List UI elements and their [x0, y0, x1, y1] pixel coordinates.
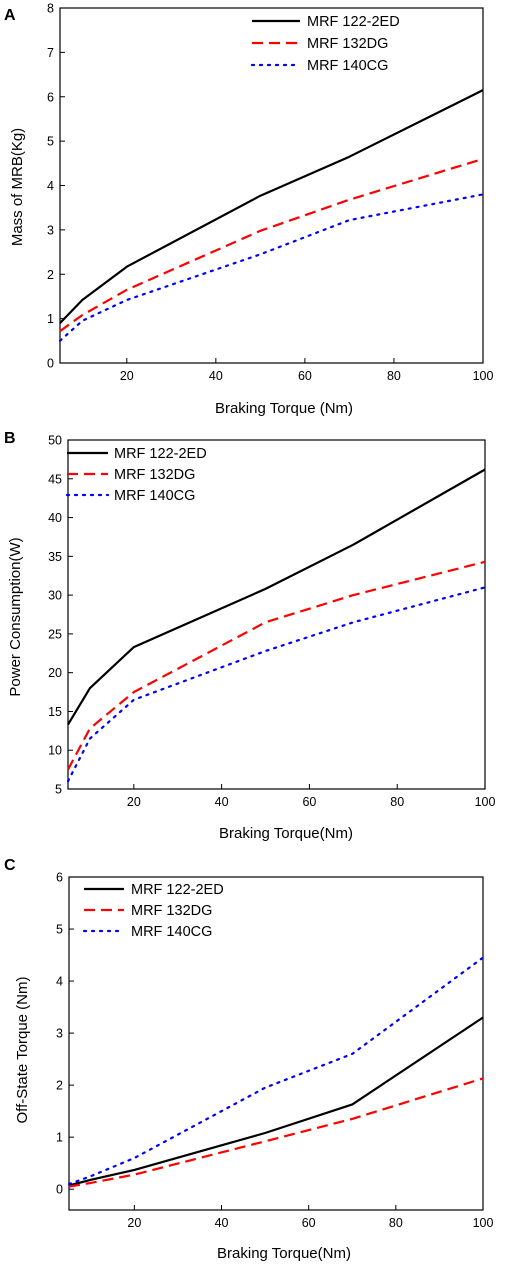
- chart-c-legend-label-3: MRF 140CG: [131, 924, 212, 940]
- chart-panel-a: A 20 40 60 80 100 0 1 2 3 4 5 6 7 8 MRF 122-2ED MRF 132…: [4, 2, 493, 418]
- chart-a-y-tick-label: 7: [47, 46, 54, 60]
- chart-a-y-tick-label: 4: [47, 179, 54, 193]
- chart-b-legend-label-1: MRF 122-2ED: [114, 446, 207, 462]
- chart-b-y-tick-label: 30: [48, 589, 62, 603]
- chart-b-series-line-1: [67, 468, 486, 726]
- chart-b-y-tick-label: 20: [48, 666, 62, 680]
- panel-letter-a: A: [4, 7, 16, 24]
- chart-c-x-tick-label: 20: [127, 1216, 141, 1230]
- chart-c-series-line-1: [68, 1016, 484, 1187]
- chart-c-y-tick-label: 5: [56, 923, 63, 937]
- chart-c-y-tick-label: 3: [56, 1027, 63, 1041]
- chart-a-y-tick-label: 0: [47, 357, 54, 371]
- chart-c-y-tick-label: 4: [56, 975, 63, 989]
- chart-c-x-tick-label: 100: [473, 1216, 494, 1230]
- chart-c-y-tick-label: 2: [56, 1079, 63, 1093]
- chart-panel-b: B 20 40 60 80 100 5 10 15 20 25 30 35 40 45 50 MRF 122-…: [4, 430, 495, 842]
- chart-b-y-tick-label: 15: [48, 705, 62, 719]
- chart-b-legend-label-3: MRF 140CG: [114, 488, 195, 504]
- chart-b-x-tick-label: 20: [127, 795, 141, 809]
- chart-c-y-tick-label: 6: [56, 871, 63, 885]
- chart-a-legend-label-1: MRF 122-2ED: [307, 14, 400, 30]
- chart-c-plot: 20 40 60 80 100 0 1 2 3 4 5 6 MRF 122-2ED MRF 132DG MR…: [56, 871, 493, 1231]
- panel-letter-c: C: [4, 857, 16, 874]
- chart-c-x-tick-label: 60: [302, 1216, 316, 1230]
- chart-a-series-line-2: [59, 157, 484, 332]
- chart-b-y-tick-label: 5: [55, 783, 62, 797]
- chart-a-frame: [59, 7, 484, 364]
- chart-b-legend-label-2: MRF 132DG: [114, 467, 195, 483]
- chart-c-series-line-3: [67, 956, 485, 1186]
- chart-c-x-tick-label: 40: [215, 1216, 229, 1230]
- chart-a-y-tick-label: 1: [47, 312, 54, 326]
- chart-c-x-axis-title: Braking Torque(Nm): [217, 1245, 351, 1262]
- chart-a-plot: 20 40 60 80 100 0 1 2 3 4 5 6 7 8 MRF 122-2ED MRF 132DG…: [47, 2, 493, 384]
- chart-a-legend-label-3: MRF 140CG: [307, 58, 388, 74]
- chart-c-legend-label-1: MRF 122-2ED: [131, 882, 224, 898]
- chart-a-x-tick-label: 80: [387, 369, 401, 383]
- chart-b-frame: [67, 439, 486, 790]
- chart-a-series-line-1: [59, 89, 484, 324]
- chart-a-x-tick-label: 60: [298, 369, 312, 383]
- chart-b-series-line-3: [66, 586, 487, 783]
- chart-c-y-axis-title: Off-State Torque (Nm): [14, 976, 31, 1123]
- chart-c-x-tick-label: 80: [389, 1216, 403, 1230]
- chart-a-y-tick-label: 3: [47, 223, 54, 237]
- chart-a-y-tick-label: 8: [47, 2, 54, 16]
- chart-b-y-tick-label: 40: [48, 511, 62, 525]
- chart-b-x-tick-label: 60: [302, 795, 316, 809]
- chart-a-x-tick-label: 40: [209, 369, 223, 383]
- chart-b-x-axis-title: Braking Torque(Nm): [219, 825, 353, 842]
- chart-a-legend-label-2: MRF 132DG: [307, 36, 388, 52]
- chart-b-y-tick-label: 50: [48, 434, 62, 448]
- chart-a-x-tick-label: 20: [120, 369, 134, 383]
- chart-a-y-tick-label: 2: [47, 268, 54, 282]
- chart-a-y-tick-label: 6: [47, 90, 54, 104]
- chart-c-frame: [68, 876, 484, 1211]
- chart-b-x-tick-label: 80: [390, 795, 404, 809]
- chart-b-plot: 20 40 60 80 100 5 10 15 20 25 30 35 40 45 50 MRF 122-2E…: [48, 434, 495, 810]
- chart-b-y-tick-label: 10: [48, 744, 62, 758]
- chart-c-y-tick-label: 1: [56, 1131, 63, 1145]
- chart-a-y-axis-title: Mass of MRB(Kg): [9, 128, 26, 246]
- chart-a-y-tick-label: 5: [47, 135, 54, 149]
- chart-a-series-line-3: [58, 193, 485, 342]
- chart-panel-c: C 20 40 60 80 100 0 1 2 3 4 5 6 MRF 122-2ED MRF 132DG…: [4, 857, 493, 1262]
- chart-b-series-line-2: [67, 560, 486, 771]
- chart-b-x-tick-label: 40: [215, 795, 229, 809]
- chart-b-x-tick-label: 100: [475, 795, 496, 809]
- chart-b-y-tick-label: 25: [48, 627, 62, 641]
- chart-c-y-tick-label: 0: [56, 1183, 63, 1197]
- chart-b-y-tick-label: 35: [48, 550, 62, 564]
- chart-c-legend-label-2: MRF 132DG: [131, 903, 212, 919]
- chart-b-y-axis-title: Power Consumption(W): [7, 537, 24, 696]
- chart-c-series-line-2: [68, 1077, 484, 1188]
- panel-letter-b: B: [4, 430, 16, 447]
- chart-a-x-tick-label: 100: [473, 369, 494, 383]
- chart-b-y-tick-label: 45: [48, 472, 62, 486]
- chart-a-x-axis-title: Braking Torque (Nm): [215, 400, 353, 417]
